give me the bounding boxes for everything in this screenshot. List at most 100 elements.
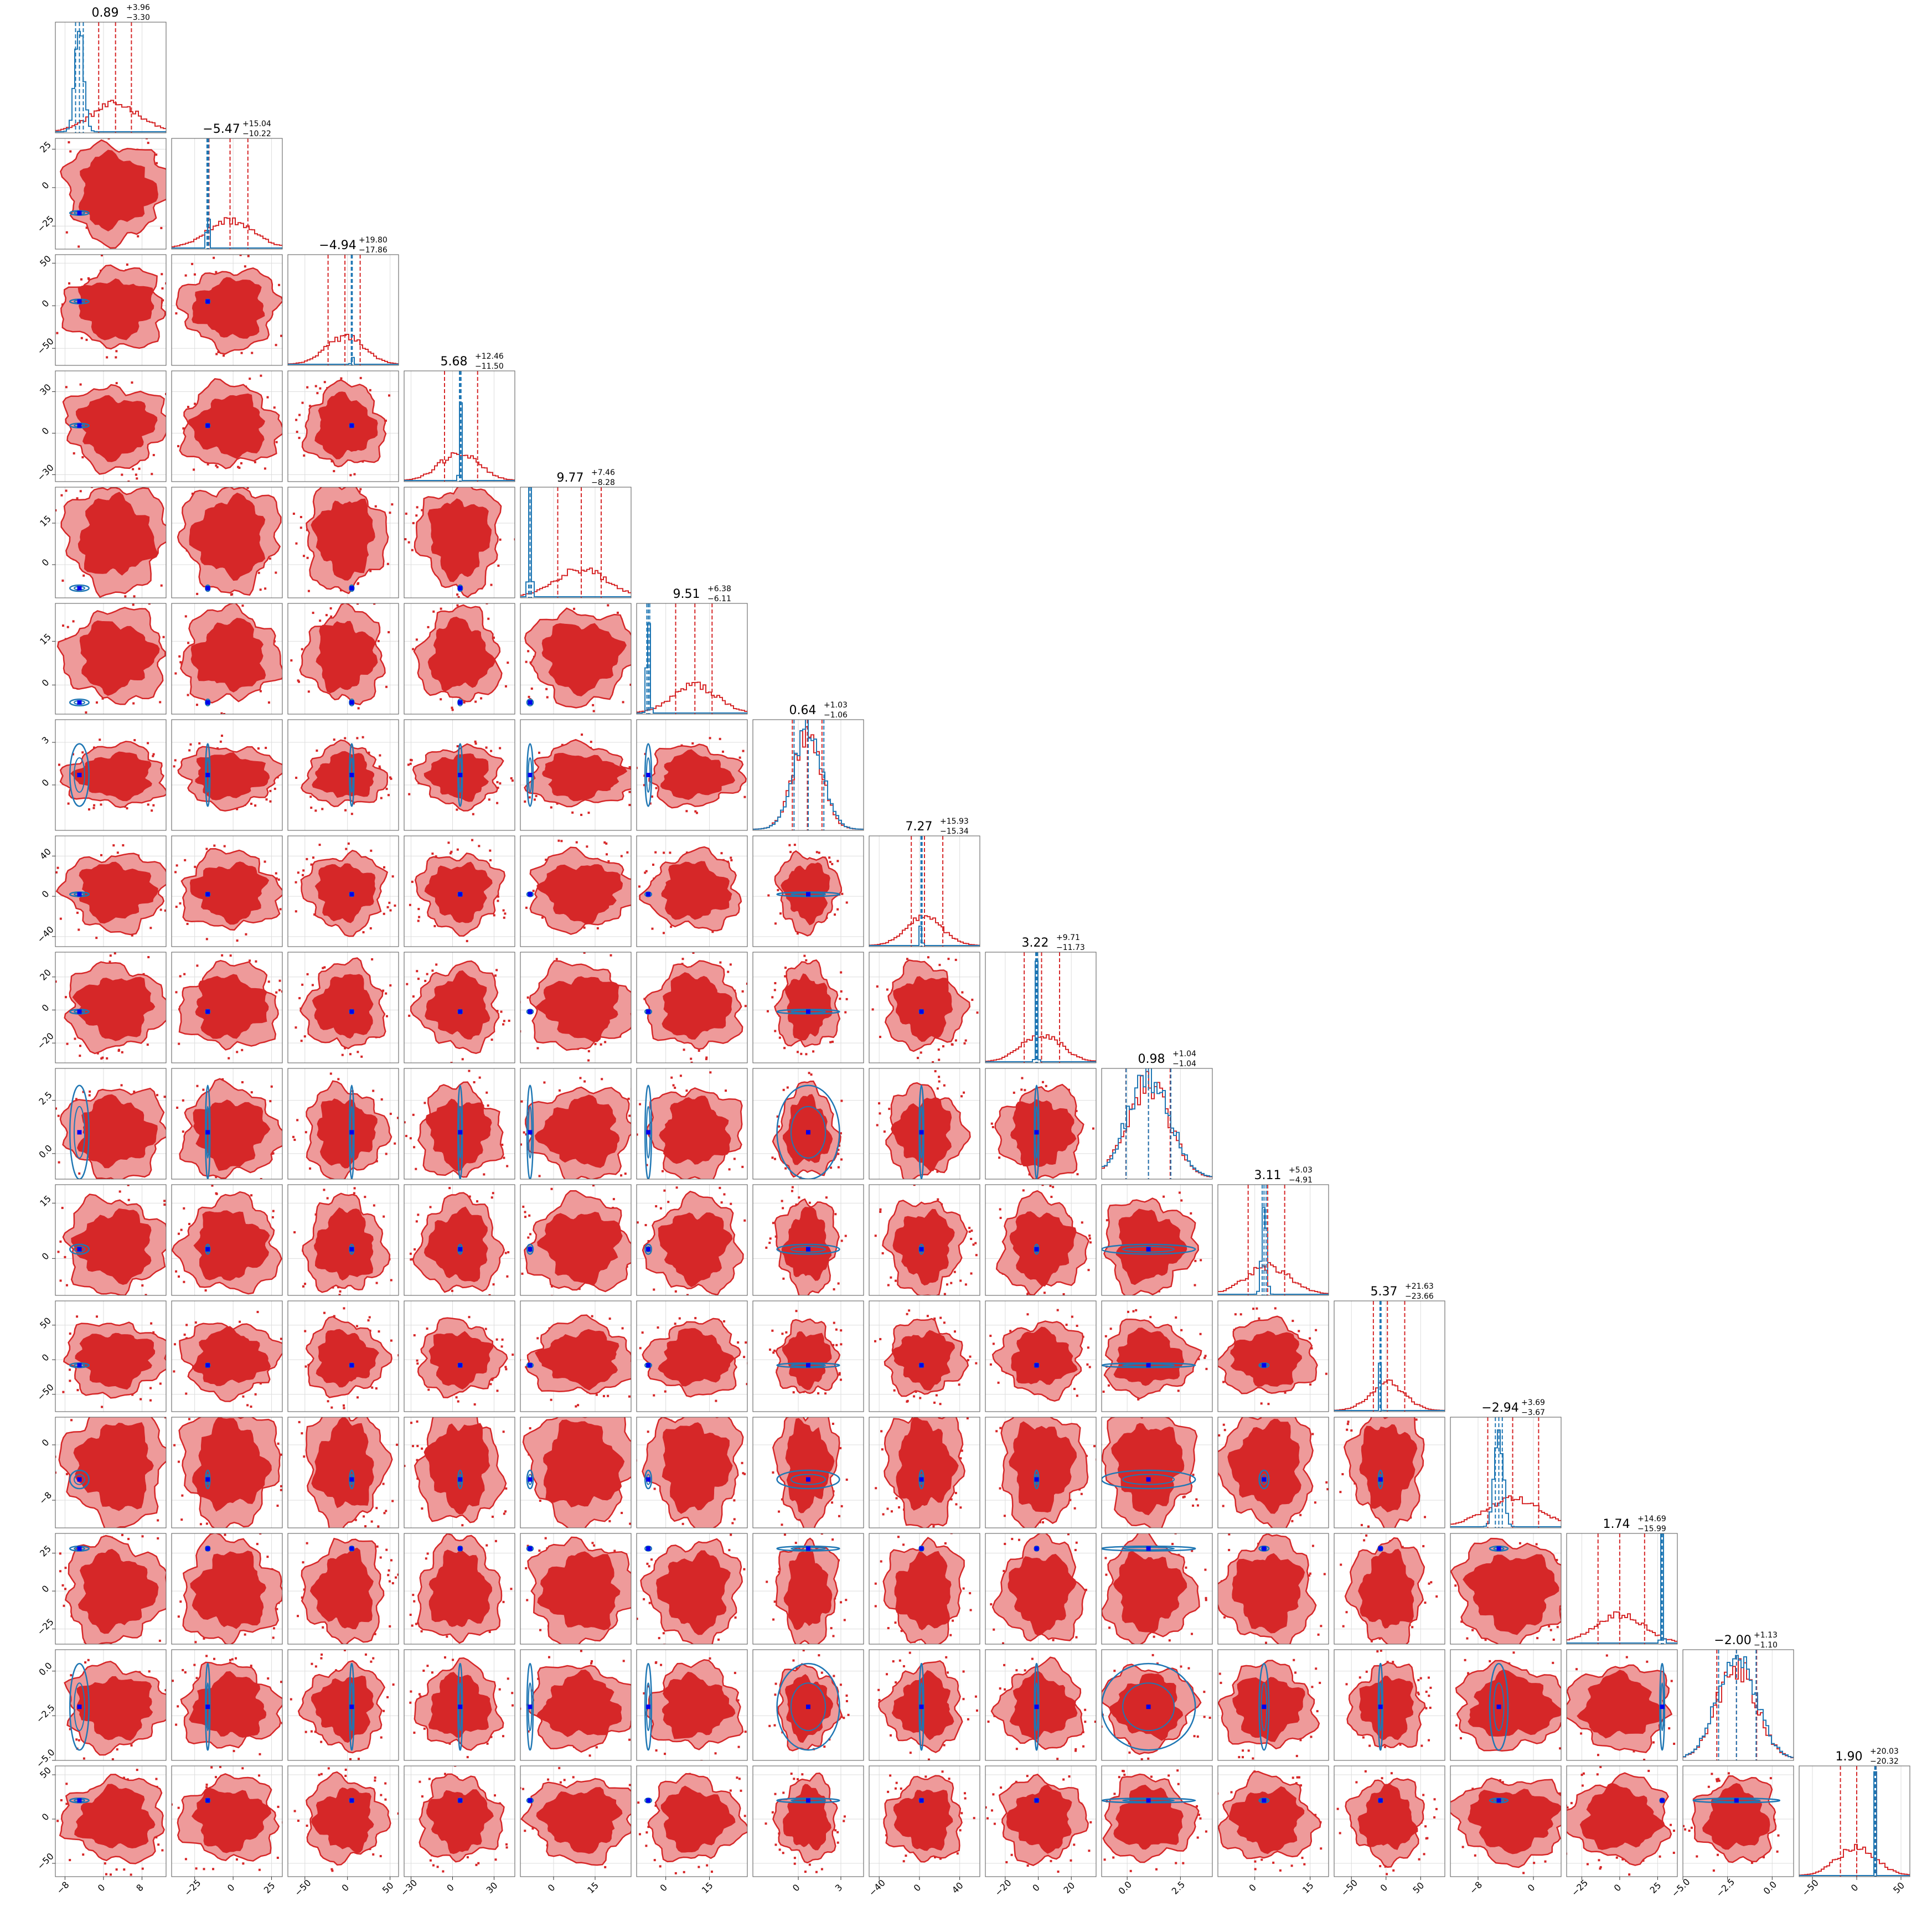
red-histogram — [1799, 1843, 1910, 1876]
sample-point — [383, 1709, 385, 1712]
sample-point — [1528, 1656, 1530, 1658]
sample-point — [1425, 1707, 1428, 1709]
sample-point — [340, 1652, 342, 1654]
sample-point — [440, 698, 442, 701]
sample-point — [790, 1773, 793, 1775]
sample-point — [520, 1100, 523, 1103]
sample-point — [1325, 1481, 1328, 1484]
sample-point — [414, 1248, 416, 1251]
contour-panel — [752, 1300, 864, 1412]
sample-point — [1430, 1581, 1433, 1584]
sample-point — [662, 932, 665, 934]
sample-point — [960, 1449, 963, 1452]
sample-point — [1068, 1775, 1071, 1778]
y-tick-label: −2.5 — [34, 1702, 57, 1725]
sample-point — [162, 299, 164, 302]
red-histogram — [172, 217, 282, 247]
sample-point — [1552, 1661, 1554, 1664]
sample-point — [1182, 1496, 1185, 1499]
blue-contour-outer — [644, 743, 653, 807]
red-contour-inner — [189, 861, 270, 925]
sample-point — [280, 1681, 282, 1683]
sample-point — [550, 1398, 552, 1401]
sample-point — [1073, 1843, 1076, 1846]
blue-median-marker — [806, 1247, 810, 1252]
red-contour-inner — [660, 749, 735, 800]
sample-point — [100, 600, 102, 602]
sample-point — [496, 1389, 499, 1392]
y-tick-label: 2.5 — [37, 1089, 54, 1107]
sample-point — [468, 1070, 471, 1072]
contour-panel — [752, 1417, 864, 1528]
sample-point — [477, 1862, 480, 1864]
blue-median-marker — [646, 1247, 651, 1252]
blue-median-marker — [1262, 1477, 1267, 1482]
blue-histogram — [1450, 1429, 1561, 1527]
y-tick-label: 20 — [38, 967, 53, 983]
red-contour-inner — [893, 976, 953, 1042]
sample-point — [774, 982, 777, 985]
sample-point — [809, 948, 812, 950]
sample-point — [698, 1050, 700, 1052]
sample-point — [78, 928, 80, 931]
sample-point — [919, 1180, 922, 1182]
blue-contour-inner — [74, 757, 85, 793]
sample-point — [969, 1355, 972, 1358]
red-contour-inner — [195, 974, 269, 1039]
sample-point — [638, 1720, 640, 1722]
sample-point — [65, 1284, 68, 1287]
sample-point — [321, 1185, 323, 1187]
sample-point — [277, 1805, 280, 1808]
sample-point — [840, 1329, 843, 1332]
sample-point — [396, 1443, 399, 1446]
sample-point — [833, 1288, 835, 1291]
blue-median-marker — [1262, 1704, 1267, 1709]
sample-point — [634, 1573, 636, 1575]
sample-point — [55, 871, 58, 874]
sample-point — [56, 866, 59, 869]
sample-point — [533, 798, 536, 801]
sample-point — [1182, 1862, 1185, 1864]
red-contour-inner — [79, 861, 158, 924]
sample-point — [242, 1395, 245, 1398]
sample-point — [546, 1528, 549, 1531]
sample-point — [1026, 1864, 1029, 1867]
sample-point — [250, 1665, 252, 1667]
sample-point — [72, 620, 75, 623]
sample-point — [1205, 1599, 1207, 1602]
blue-median-marker — [1378, 1546, 1383, 1551]
sample-point — [583, 952, 586, 954]
sample-point — [184, 615, 187, 618]
sample-point — [745, 1341, 747, 1344]
sample-point — [1339, 1491, 1342, 1494]
sample-point — [100, 803, 102, 806]
sample-point — [172, 1680, 174, 1682]
sample-point — [954, 958, 957, 961]
sample-point — [194, 1321, 197, 1324]
sample-point — [1168, 1774, 1170, 1777]
sample-point — [628, 1784, 631, 1786]
sample-point — [371, 1386, 374, 1389]
sample-point — [81, 751, 84, 754]
sample-point — [458, 1522, 460, 1524]
sample-point — [963, 1042, 966, 1045]
sample-point — [473, 1403, 476, 1406]
sample-point — [1518, 1542, 1521, 1544]
contour-panel — [636, 1533, 748, 1645]
sample-point — [1562, 1861, 1564, 1863]
sample-point — [133, 1091, 136, 1093]
sample-point — [613, 1549, 616, 1552]
sample-point — [1223, 1429, 1226, 1432]
sample-point — [936, 1170, 939, 1173]
sample-point — [175, 312, 178, 315]
sample-point — [632, 1248, 634, 1251]
sample-point — [669, 851, 671, 854]
sample-point — [727, 970, 730, 973]
sample-point — [385, 788, 388, 791]
sample-point — [55, 1455, 56, 1458]
sample-point — [337, 1536, 339, 1538]
sample-point — [131, 381, 133, 384]
sample-point — [772, 1351, 775, 1354]
sample-point — [191, 492, 194, 495]
blue-median-marker — [806, 1009, 810, 1014]
